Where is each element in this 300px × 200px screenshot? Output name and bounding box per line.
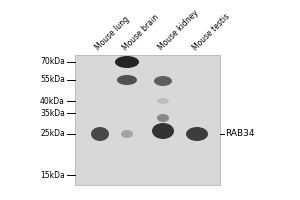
Ellipse shape xyxy=(186,127,208,141)
Text: Mouse testis: Mouse testis xyxy=(190,12,231,52)
Bar xyxy=(75,55,220,185)
Ellipse shape xyxy=(157,114,169,122)
Text: Mouse lung: Mouse lung xyxy=(94,15,131,52)
Text: 70kDa: 70kDa xyxy=(40,58,65,66)
Text: RAB34: RAB34 xyxy=(225,130,254,138)
Text: 15kDa: 15kDa xyxy=(40,170,65,180)
Ellipse shape xyxy=(157,98,169,104)
Ellipse shape xyxy=(152,123,174,139)
Text: 40kDa: 40kDa xyxy=(40,97,65,106)
Ellipse shape xyxy=(117,75,137,85)
Ellipse shape xyxy=(115,56,139,68)
Ellipse shape xyxy=(154,76,172,86)
Text: Mouse kidney: Mouse kidney xyxy=(157,8,200,52)
Text: 35kDa: 35kDa xyxy=(40,108,65,117)
Ellipse shape xyxy=(121,130,133,138)
Text: Mouse brain: Mouse brain xyxy=(121,12,160,52)
Text: 25kDa: 25kDa xyxy=(40,130,65,138)
Ellipse shape xyxy=(91,127,109,141)
Text: 55kDa: 55kDa xyxy=(40,75,65,84)
